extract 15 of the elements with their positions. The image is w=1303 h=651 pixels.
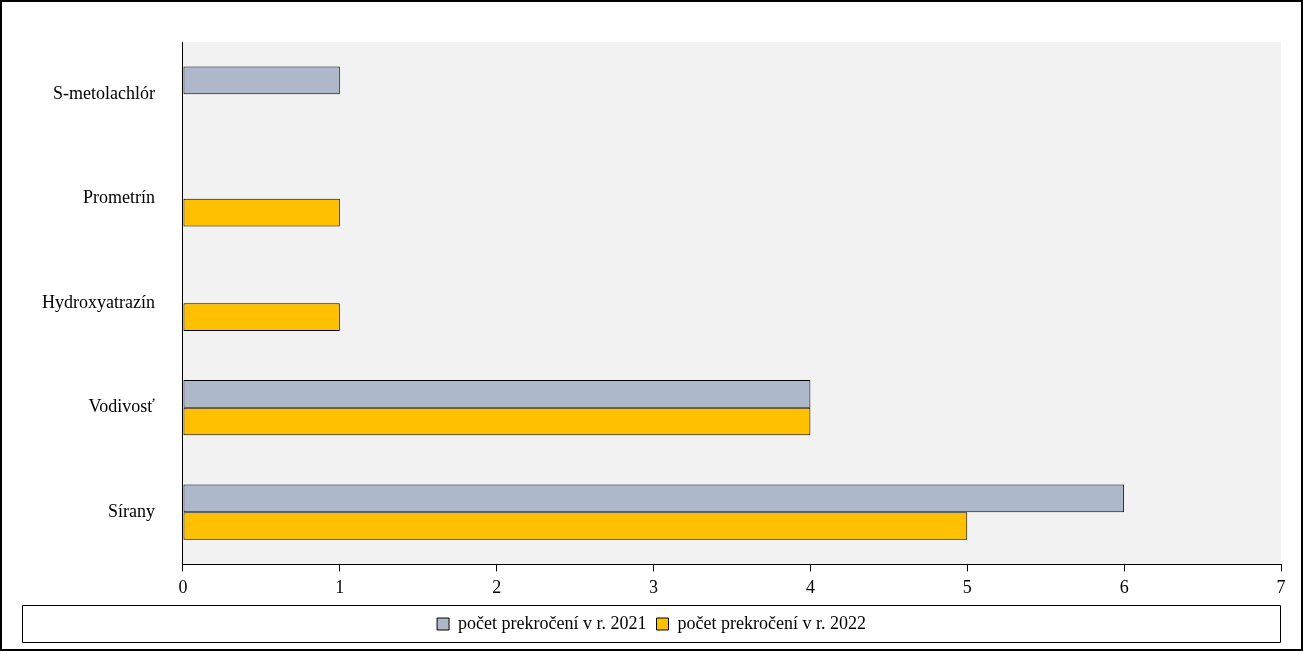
x-tick-label: 6 (1119, 576, 1129, 597)
x-tick-label: 3 (649, 576, 659, 597)
x-tick-label: 5 (962, 576, 972, 597)
legend-label: počet prekročení v r. 2021 (458, 612, 647, 633)
y-tick-label: Hydroxyatrazín (41, 291, 155, 312)
y-tick-label: Sírany (107, 500, 155, 521)
x-tick-label: 7 (1276, 576, 1286, 597)
x-tick-label: 0 (178, 576, 188, 597)
x-tick-label: 2 (492, 576, 502, 597)
x-tick-label: 1 (335, 576, 345, 597)
y-tick-label: Prometrín (82, 187, 155, 208)
y-tick-label: Vodivosť (88, 396, 156, 417)
x-tick-label: 4 (805, 576, 815, 597)
y-tick-label: S-metolachlór (52, 82, 155, 103)
legend-label: počet prekročení v r. 2022 (677, 612, 866, 633)
